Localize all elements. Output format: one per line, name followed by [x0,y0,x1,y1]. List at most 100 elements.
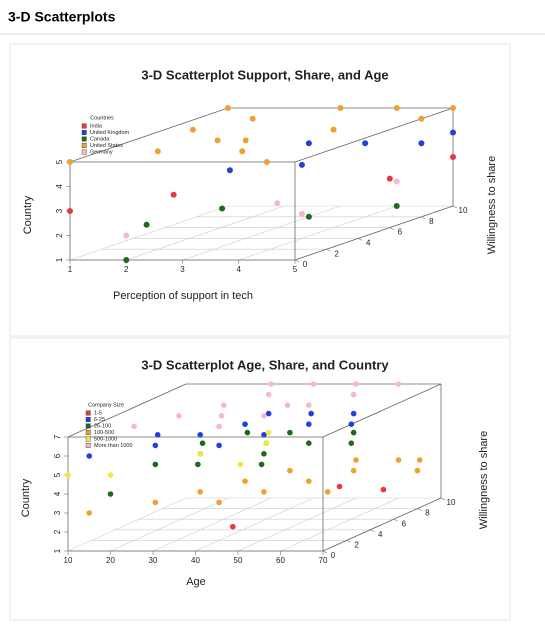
depth-tick-label: 8 [425,509,430,518]
data-point [298,161,305,168]
x-tick-label: 30 [149,556,158,565]
data-point [350,467,357,474]
data-point [107,472,114,478]
z-tick-label: 4 [55,184,64,189]
legend-label: 6-25 [94,417,105,423]
legend-label: United States [90,143,123,149]
x-tick-label: 50 [234,556,243,565]
data-point [242,478,248,485]
data-point [395,381,402,387]
data-point [450,105,456,111]
grid-line [280,497,399,552]
data-point [418,115,425,122]
z-tick-label: 4 [53,491,62,496]
data-point [350,429,357,436]
data-point [244,429,251,436]
z-tick-label: 5 [55,159,64,164]
data-point [65,472,71,478]
data-point [416,457,423,463]
data-point [350,391,357,398]
data-point [306,478,312,485]
legend-swatch [81,130,87,135]
box-edge [69,107,229,163]
legend-swatch [85,410,91,416]
legend-swatch [85,423,91,429]
z-tick-label: 2 [53,529,62,534]
data-point [393,105,400,111]
x-tick-label: 2 [124,265,129,274]
data-point [348,421,355,428]
data-point [261,432,267,438]
legend-label: Canada [90,136,110,142]
z-tick-label: 1 [55,257,64,262]
data-point [284,402,291,409]
data-point [287,467,293,474]
data-point [287,429,293,436]
data-point [123,232,130,239]
data-point [362,140,369,147]
tick-mark [326,248,331,252]
data-point [418,140,425,147]
legend-label: 26-100 [94,423,111,429]
box-edge [322,497,442,552]
tick-mark [370,529,375,533]
legend-label: 1-5 [94,410,102,416]
z-tick-label: 3 [53,510,62,515]
legend-label: Germany [90,149,113,155]
x-tick-label: 3 [180,265,185,274]
legend-swatch [85,430,91,435]
x-tick-label: 4 [237,265,242,274]
grid-line [195,497,314,552]
x-tick-label: 1 [68,265,73,274]
data-point [350,410,357,417]
data-point [263,440,270,447]
data-point [152,442,159,449]
data-point [261,413,267,419]
data-point [237,461,244,468]
data-point [199,440,206,447]
x-tick-label: 5 [293,265,298,274]
data-point [197,489,203,495]
data-point [395,457,402,463]
data-point [67,208,73,214]
data-point [306,440,312,447]
legend-swatch [85,443,91,448]
x-tick-label: 40 [191,556,200,565]
data-point [123,257,130,263]
data-point [131,423,137,430]
depth-tick-label: 0 [331,551,336,560]
data-point [337,105,344,111]
grid-line [182,205,341,261]
tick-mark [421,216,426,220]
data-point [336,483,343,490]
x-axis-label: Perception of support in tech [113,290,253,302]
tick-mark [393,518,398,522]
box-edge [322,383,442,438]
data-point [414,467,421,474]
data-point [386,175,393,182]
x-tick-label: 60 [276,556,285,565]
data-point [86,453,93,459]
legend-swatch [85,436,91,442]
data-point [380,486,387,493]
data-point [219,205,226,212]
data-point [218,413,225,419]
data-point [225,105,231,111]
grid-line [237,497,357,552]
grid-line [67,497,187,552]
box-edge [294,107,454,163]
data-point [348,440,355,447]
legend-title: Company Size [88,402,124,408]
grid-line [69,205,229,261]
x-axis-label: Age [186,576,206,588]
legend-label: More than 1000 [94,443,133,449]
data-point [216,442,222,449]
data-point [274,200,281,207]
depth-tick-label: 0 [303,260,308,269]
data-point [450,154,456,160]
depth-tick-label: 4 [378,530,383,539]
data-point [239,148,246,155]
depth-tick-label: 2 [334,249,339,258]
data-point [265,429,272,436]
